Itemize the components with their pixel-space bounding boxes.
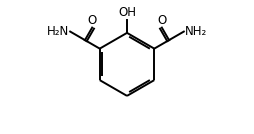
Text: O: O — [157, 14, 166, 27]
Text: NH₂: NH₂ — [184, 25, 207, 38]
Text: H₂N: H₂N — [47, 25, 70, 38]
Text: O: O — [88, 14, 97, 27]
Text: OH: OH — [118, 6, 136, 19]
